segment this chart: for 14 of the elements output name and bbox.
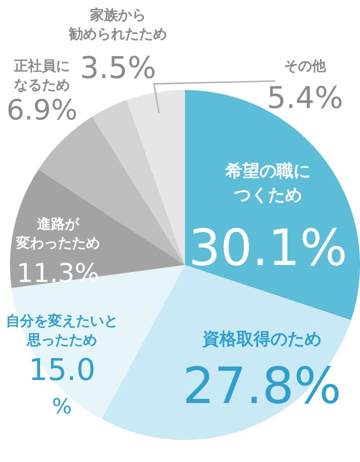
data-label: 5.4% [266, 80, 344, 116]
data-label: 27.8% [182, 356, 342, 415]
data-label: 6.9% [6, 93, 78, 126]
slice-label: 家族から勧められたため [68, 6, 167, 43]
slice-label: 自分を変えたいと思ったため [6, 312, 118, 349]
slice-label: 進路が変わったため [15, 216, 100, 252]
slice-label: 希望の職につくため [224, 161, 310, 206]
data-label: 15.0% [28, 352, 96, 418]
slice-label: その他 [284, 58, 327, 75]
slice-label: 正社員になるため [13, 58, 70, 94]
data-label: 11.3% [16, 258, 100, 289]
data-label: 3.5% [80, 50, 156, 86]
slice-label: 資格取得のため [202, 329, 322, 350]
data-label: 30.1% [188, 218, 348, 277]
